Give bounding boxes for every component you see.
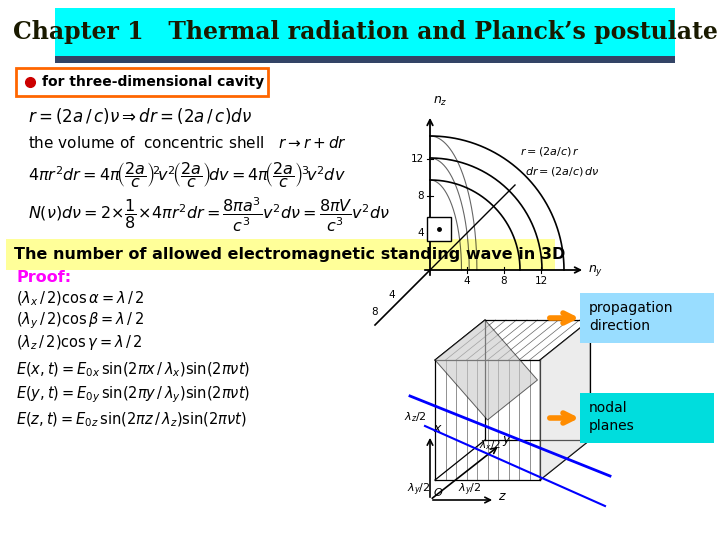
Text: propagation: propagation <box>589 301 673 315</box>
Text: 4: 4 <box>464 276 470 286</box>
FancyBboxPatch shape <box>580 393 714 443</box>
Text: $\lambda_x/2$: $\lambda_x/2$ <box>479 438 501 452</box>
Text: $z$: $z$ <box>498 490 507 503</box>
Text: $n_y$: $n_y$ <box>588 262 603 278</box>
Text: $E(y,t) = E_{0y}\,\sin(2\pi y\,/\,\lambda_y)\sin(2\pi\nu t)$: $E(y,t) = E_{0y}\,\sin(2\pi y\,/\,\lambd… <box>16 384 250 406</box>
Text: $r{=}(2a/c)\,r$: $r{=}(2a/c)\,r$ <box>520 145 580 159</box>
Text: 4: 4 <box>418 228 424 238</box>
Text: The number of allowed electromagnetic standing wave in 3D: The number of allowed electromagnetic st… <box>14 246 565 261</box>
Text: $r = (2a\,/\,c)\nu \Rightarrow dr = (2a\,/\,c)d\nu$: $r = (2a\,/\,c)\nu \Rightarrow dr = (2a\… <box>28 106 252 126</box>
Text: for three-dimensional cavity: for three-dimensional cavity <box>42 75 264 89</box>
Text: planes: planes <box>589 419 635 433</box>
Text: nodal: nodal <box>589 401 628 415</box>
Text: $E(x,t) = E_{0x}\,\sin(2\pi x\,/\,\lambda_x)\sin(2\pi\nu t)$: $E(x,t) = E_{0x}\,\sin(2\pi x\,/\,\lambd… <box>16 361 250 379</box>
Text: 8: 8 <box>372 307 378 317</box>
Polygon shape <box>435 320 538 420</box>
Text: $(\lambda_y\,/\,2)\cos\beta = \lambda\,/\,2$: $(\lambda_y\,/\,2)\cos\beta = \lambda\,/… <box>16 310 144 332</box>
FancyBboxPatch shape <box>580 293 714 343</box>
Text: $\lambda_z/2$: $\lambda_z/2$ <box>404 410 427 424</box>
Text: $(\lambda_x\,/\,2)\cos\alpha = \lambda\,/\,2$: $(\lambda_x\,/\,2)\cos\alpha = \lambda\,… <box>16 290 144 308</box>
Text: the volume of  concentric shell   $r \rightarrow r + dr$: the volume of concentric shell $r \right… <box>28 135 347 151</box>
FancyBboxPatch shape <box>6 239 555 270</box>
Text: $(\lambda_z\,/\,2)\cos\gamma = \lambda\,/\,2$: $(\lambda_z\,/\,2)\cos\gamma = \lambda\,… <box>16 334 143 353</box>
Text: $n_z$: $n_z$ <box>433 95 448 108</box>
Text: direction: direction <box>589 319 650 333</box>
Text: 12: 12 <box>534 276 548 286</box>
Text: $4\pi r^2 dr = 4\pi\!\left(\dfrac{2a}{c}\right)^{\!2}\!v^2\!\left(\dfrac{2a}{c}\: $4\pi r^2 dr = 4\pi\!\left(\dfrac{2a}{c}… <box>28 160 346 190</box>
Text: $\lambda_y/2$: $\lambda_y/2$ <box>407 481 430 498</box>
FancyBboxPatch shape <box>55 56 675 63</box>
Text: $N(\nu)d\nu = 2\!\times\!\dfrac{1}{8}\!\times\!4\pi r^2 dr = \dfrac{8\pi a^3}{c^: $N(\nu)d\nu = 2\!\times\!\dfrac{1}{8}\!\… <box>28 196 390 234</box>
Text: 8: 8 <box>418 191 424 201</box>
Text: $dr{=}(2a/c)\,d\nu$: $dr{=}(2a/c)\,d\nu$ <box>525 165 600 179</box>
Text: $O$: $O$ <box>433 486 444 498</box>
FancyBboxPatch shape <box>16 68 268 96</box>
Text: Chapter 1   Thermal radiation and Planck’s postulate: Chapter 1 Thermal radiation and Planck’s… <box>12 20 717 44</box>
Polygon shape <box>540 320 590 480</box>
FancyBboxPatch shape <box>55 8 675 56</box>
Text: Proof:: Proof: <box>16 269 71 285</box>
Text: $E(z,t) = E_{0z}\,\sin(2\pi z\,/\,\lambda_z)\sin(2\pi\nu t)$: $E(z,t) = E_{0z}\,\sin(2\pi z\,/\,\lambd… <box>16 411 247 429</box>
Text: 8: 8 <box>500 276 508 286</box>
FancyBboxPatch shape <box>427 217 451 241</box>
Text: $\lambda_y/2$: $\lambda_y/2$ <box>459 481 482 498</box>
Text: 4: 4 <box>389 290 395 300</box>
Text: $x$: $x$ <box>433 422 443 435</box>
Text: 12: 12 <box>410 154 424 164</box>
Text: $y$: $y$ <box>502 434 512 448</box>
